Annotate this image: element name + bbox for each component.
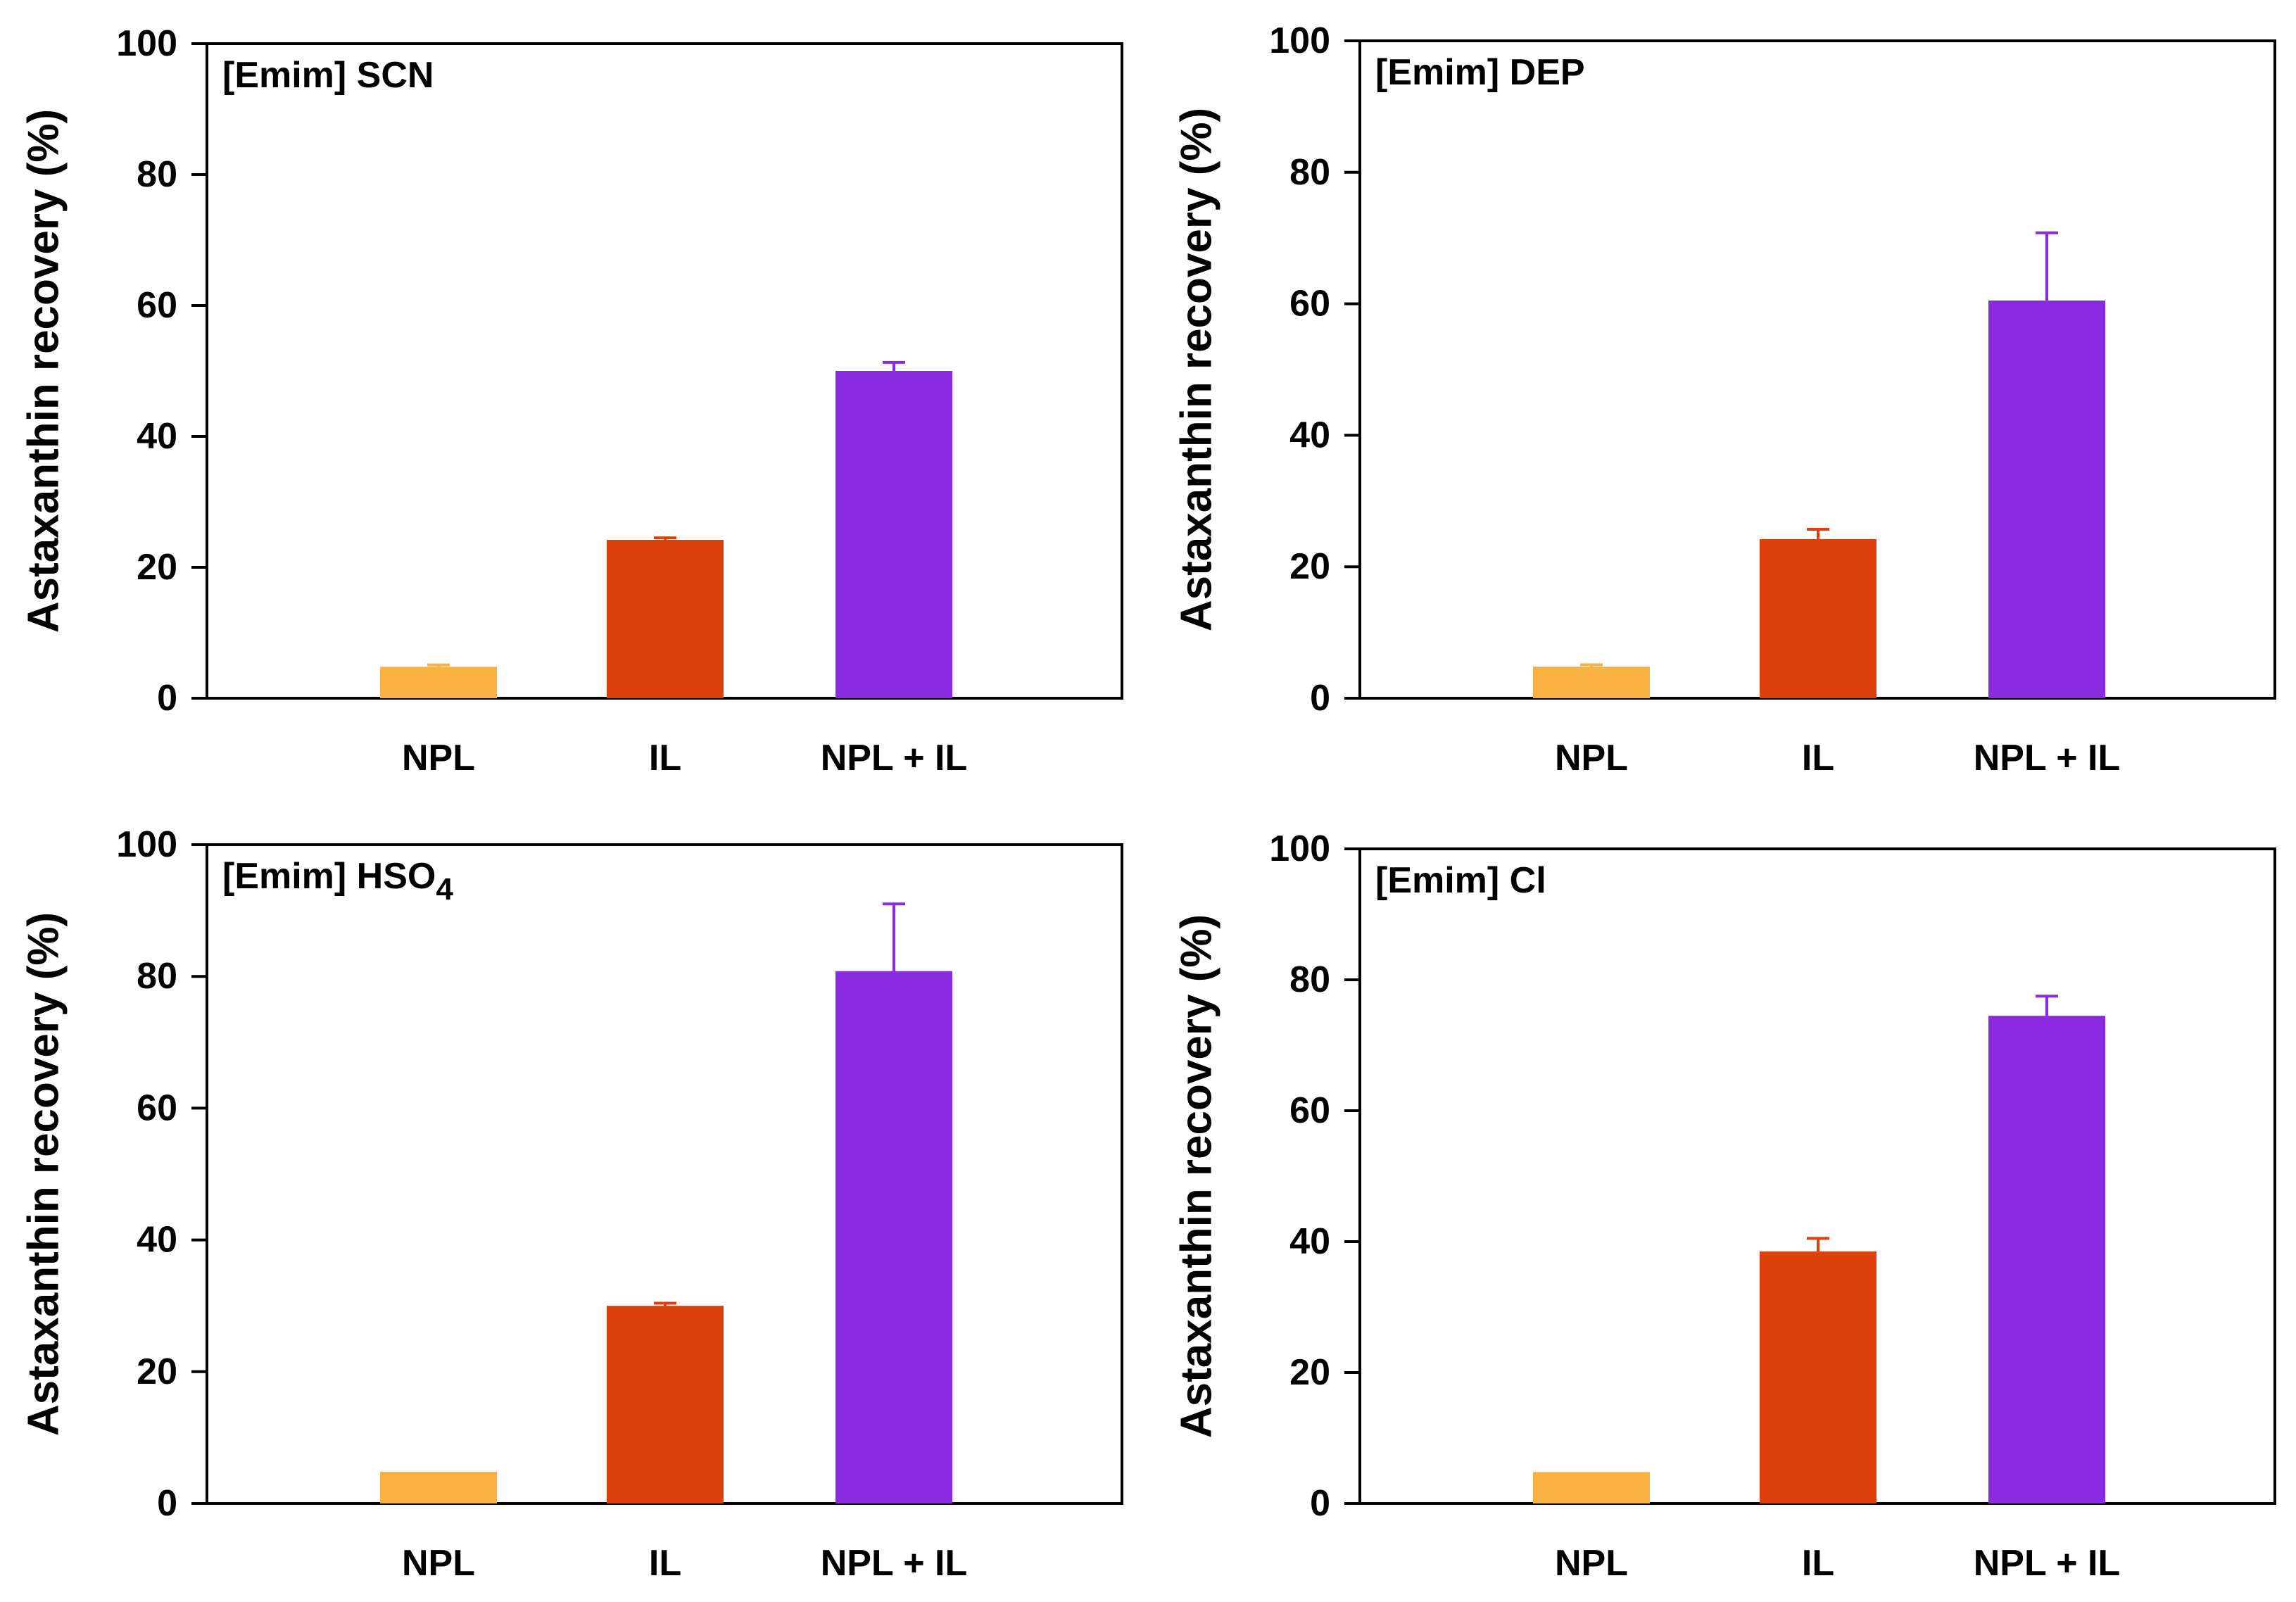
x-category-label: IL xyxy=(1802,1543,1834,1584)
y-tick-label: 80 xyxy=(1289,959,1330,1000)
chart-panel-4: 0 20 40 60 80 100 Astaxanthin recovery (%) [Emi… xyxy=(1173,828,2276,1584)
x-category-label: NPL + IL xyxy=(821,738,968,778)
y-tick-label: 80 xyxy=(137,154,177,195)
y-tick-label: 20 xyxy=(137,1351,177,1392)
panel-title-main: [Emim] Cl xyxy=(1375,860,1546,901)
bar-il xyxy=(1760,538,1876,698)
y-tick-label: 40 xyxy=(1289,415,1330,455)
y-tick-label: 100 xyxy=(116,23,177,64)
x-category-label: IL xyxy=(1802,738,1834,778)
bar-npl xyxy=(380,1472,497,1503)
y-tick-label: 100 xyxy=(1269,20,1330,61)
y-tick-label: 20 xyxy=(137,547,177,588)
x-category-label: NPL + IL xyxy=(1974,738,2121,778)
bar-npl xyxy=(1533,1472,1650,1503)
panel-title: [Emim] Cl xyxy=(1375,860,1546,901)
chart-panel-3: 0 20 40 60 80 100 Astaxanthin recovery (%) [Emi… xyxy=(20,824,1123,1584)
bar-npl-il xyxy=(835,371,952,698)
y-axis-title: Astaxanthin recovery (%) xyxy=(1173,108,1221,631)
bar-il xyxy=(607,1306,724,1503)
panel-title: [Emim] HSO4 xyxy=(222,856,453,907)
x-category-label: NPL xyxy=(402,1543,475,1584)
bar-npl-il xyxy=(1988,1016,2105,1503)
chart-panel-2: 0 20 40 60 80 100 Astaxanthin recovery (%) [Emi… xyxy=(1173,20,2276,778)
y-axis-title: Astaxanthin recovery (%) xyxy=(20,912,68,1436)
y-tick-label: 40 xyxy=(1289,1221,1330,1262)
panel-title: [Emim] DEP xyxy=(1375,52,1585,93)
y-tick-label: 60 xyxy=(1289,284,1330,324)
y-axis-title: Astaxanthin recovery (%) xyxy=(1173,914,1221,1438)
x-category-label: NPL + IL xyxy=(821,1543,968,1584)
y-tick-label: 60 xyxy=(1289,1090,1330,1131)
x-category-label: NPL xyxy=(1555,738,1628,778)
bar-il xyxy=(1760,1251,1876,1503)
y-tick-label: 20 xyxy=(1289,546,1330,587)
panel-title-main: [Emim] DEP xyxy=(1375,52,1585,93)
y-tick-label: 0 xyxy=(1310,1483,1330,1524)
x-category-label: NPL xyxy=(1555,1543,1628,1584)
y-tick-label: 80 xyxy=(1289,152,1330,193)
bar-il xyxy=(607,539,724,698)
y-tick-label: 0 xyxy=(1310,678,1330,719)
y-tick-label: 60 xyxy=(137,1087,177,1128)
x-category-label: NPL + IL xyxy=(1974,1543,2121,1584)
y-tick-label: 40 xyxy=(137,1220,177,1261)
x-category-label: IL xyxy=(649,738,681,778)
y-tick-label: 80 xyxy=(137,956,177,997)
panel-title-subscript: 4 xyxy=(436,872,453,907)
y-tick-label: 0 xyxy=(157,678,177,719)
y-tick-label: 100 xyxy=(116,824,177,865)
panel-title-main: [Emim] SCN xyxy=(222,55,434,96)
y-tick-label: 60 xyxy=(137,285,177,326)
bar-npl-il xyxy=(1988,300,2105,698)
bar-npl xyxy=(1533,667,1650,698)
bar-npl xyxy=(380,667,497,698)
chart-panel-1: 0 20 40 60 80 100 Astaxanthin recovery (%) [Emi… xyxy=(20,23,1123,778)
x-category-label: IL xyxy=(649,1543,681,1584)
y-tick-label: 20 xyxy=(1289,1352,1330,1393)
bar-npl-il xyxy=(835,971,952,1503)
x-category-label: NPL xyxy=(402,738,475,778)
panel-title: [Emim] SCN xyxy=(222,55,434,96)
y-tick-label: 40 xyxy=(137,416,177,457)
y-axis-title: Astaxanthin recovery (%) xyxy=(20,109,68,633)
panel-title-main: [Emim] HSO xyxy=(222,856,436,897)
y-tick-label: 0 xyxy=(157,1483,177,1524)
y-tick-label: 100 xyxy=(1269,828,1330,869)
